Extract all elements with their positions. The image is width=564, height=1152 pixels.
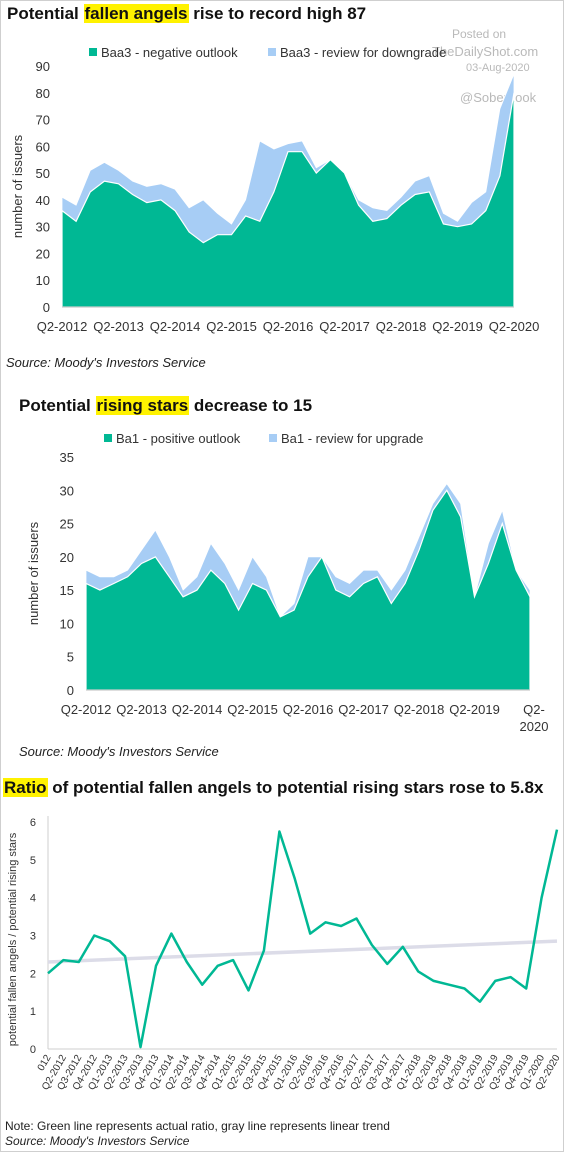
- chart3-ytick-label: 0: [30, 1044, 36, 1056]
- chart2-ytick-label: 0: [67, 683, 74, 698]
- chart2-legend-swatch: [269, 434, 277, 442]
- chart1-xtick-label: Q2-2017: [319, 319, 370, 334]
- chart3-ytick-label: 2: [30, 968, 36, 980]
- chart1-ytick-label: 90: [36, 59, 50, 74]
- chart1-title: Potential fallen angels rise to record h…: [7, 4, 367, 23]
- chart2-source: Source: Moody's Investors Service: [19, 744, 219, 759]
- chart2-xtick-label: Q2-2017: [338, 702, 389, 717]
- chart2-xtick-label: Q2-2016: [283, 702, 334, 717]
- chart1-plot: 0 10 20 30 40 50 60 70 80 90 number of issuers Q2-2…: [10, 45, 540, 334]
- chart1-legend-swatch: [89, 48, 97, 56]
- chart2-area-outlook: [85, 489, 531, 691]
- chart2-xtick-label: Q2-2018: [394, 702, 445, 717]
- watermark-line2: TheDailyShot.com: [432, 44, 539, 59]
- chart1-legend-label: Baa3 - negative outlook: [101, 45, 238, 60]
- chart3-ytick-label: 1: [30, 1006, 36, 1018]
- chart3-title: Ratio of potential fallen angels to pote…: [3, 778, 544, 797]
- chart1-xtick-label: Q2-2020: [489, 319, 540, 334]
- chart1-ytick-label: 70: [36, 113, 50, 128]
- chart2-ytick-label: 25: [60, 517, 74, 532]
- chart3-trend-line: [47, 939, 558, 964]
- chart3-title-highlight: Ratio: [3, 778, 48, 797]
- chart1-ytick-label: 30: [36, 220, 50, 235]
- chart1-xtick-label: Q2-2012: [37, 319, 88, 334]
- chart3-ytick-label: 5: [30, 855, 36, 867]
- chart2-ytick-label: 10: [60, 616, 74, 631]
- chart3-ylabel: potential fallen angels / potential risi…: [7, 832, 19, 1046]
- chart2-xtick-label: Q2-2015: [227, 702, 278, 717]
- chart2-ytick-label: 15: [60, 583, 74, 598]
- chart1-legend-label: Baa3 - review for downgrade: [280, 45, 446, 60]
- watermark-line4: @SoberLook: [460, 90, 537, 105]
- chart3-ytick-label: 3: [30, 931, 36, 943]
- watermark-line3: 03-Aug-2020: [466, 62, 530, 74]
- chart1-ytick-label: 80: [36, 86, 50, 101]
- chart1-ytick-label: 60: [36, 139, 50, 154]
- chart1-ytick-label: 10: [36, 273, 50, 288]
- chart1-source: Source: Moody's Investors Service: [6, 355, 206, 370]
- chart2-plot: 0 5 10 15 20 25 30 35 number of issuers Q2-2012 Q2…: [26, 431, 549, 734]
- chart3-ytick-label: 6: [30, 817, 36, 829]
- chart2-xtick-label: Q2-2013: [116, 702, 167, 717]
- chart3-note: Note: Green line represents actual ratio…: [5, 1119, 390, 1133]
- chart1-ytick-label: 40: [36, 193, 50, 208]
- chart2-ytick-label: 20: [60, 550, 74, 565]
- chart2-ytick-label: 30: [60, 483, 74, 498]
- chart2-legend-label: Ba1 - review for upgrade: [281, 431, 423, 446]
- chart2-xtick-label: Q2-2019: [449, 702, 500, 717]
- chart3-ytick-label: 4: [30, 893, 36, 905]
- chart1-ylabel: number of issuers: [10, 134, 25, 238]
- chart1-title-highlight: fallen angels: [83, 4, 189, 23]
- chart2-ytick-label: 5: [67, 650, 74, 665]
- chart1-xtick-label: Q2-2014: [150, 319, 201, 334]
- chart2-ylabel: number of issuers: [26, 521, 41, 625]
- chart1-legend-swatch: [268, 48, 276, 56]
- chart2-legend-label: Ba1 - positive outlook: [116, 431, 241, 446]
- chart1-xtick-label: Q2-2018: [376, 319, 427, 334]
- chart2-xtick-label: Q2-2020: [520, 702, 549, 734]
- chart1-xtick-label: Q2-2015: [206, 319, 257, 334]
- chart1-area-outlook: [61, 92, 515, 308]
- chart2-xtick-label: Q2-2012: [61, 702, 112, 717]
- chart1-ytick-label: 0: [43, 300, 50, 315]
- chart1-ytick-label: 50: [36, 166, 50, 181]
- chart2-ytick-label: 35: [60, 450, 74, 465]
- chart3-plot: 0 1 2 3 4 5 6 potential fallen angels / potenti…: [7, 816, 563, 1092]
- chart1-xtick-label: Q2-2019: [432, 319, 483, 334]
- chart1-xtick-label: Q2-2013: [93, 319, 144, 334]
- chart2-legend-swatch: [104, 434, 112, 442]
- watermark-line1: Posted on: [452, 27, 507, 41]
- chart3-source: Source: Moody's Investors Service: [5, 1134, 190, 1148]
- chart1-xtick-label: Q2-2016: [263, 319, 314, 334]
- chart1-ytick-label: 20: [36, 246, 50, 261]
- chart2-title: Potential rising stars decrease to 15: [19, 396, 313, 415]
- chart3-ratio-line: [47, 829, 559, 1049]
- chart2-xtick-label: Q2-2014: [172, 702, 223, 717]
- chart2-title-highlight: rising stars: [95, 396, 190, 415]
